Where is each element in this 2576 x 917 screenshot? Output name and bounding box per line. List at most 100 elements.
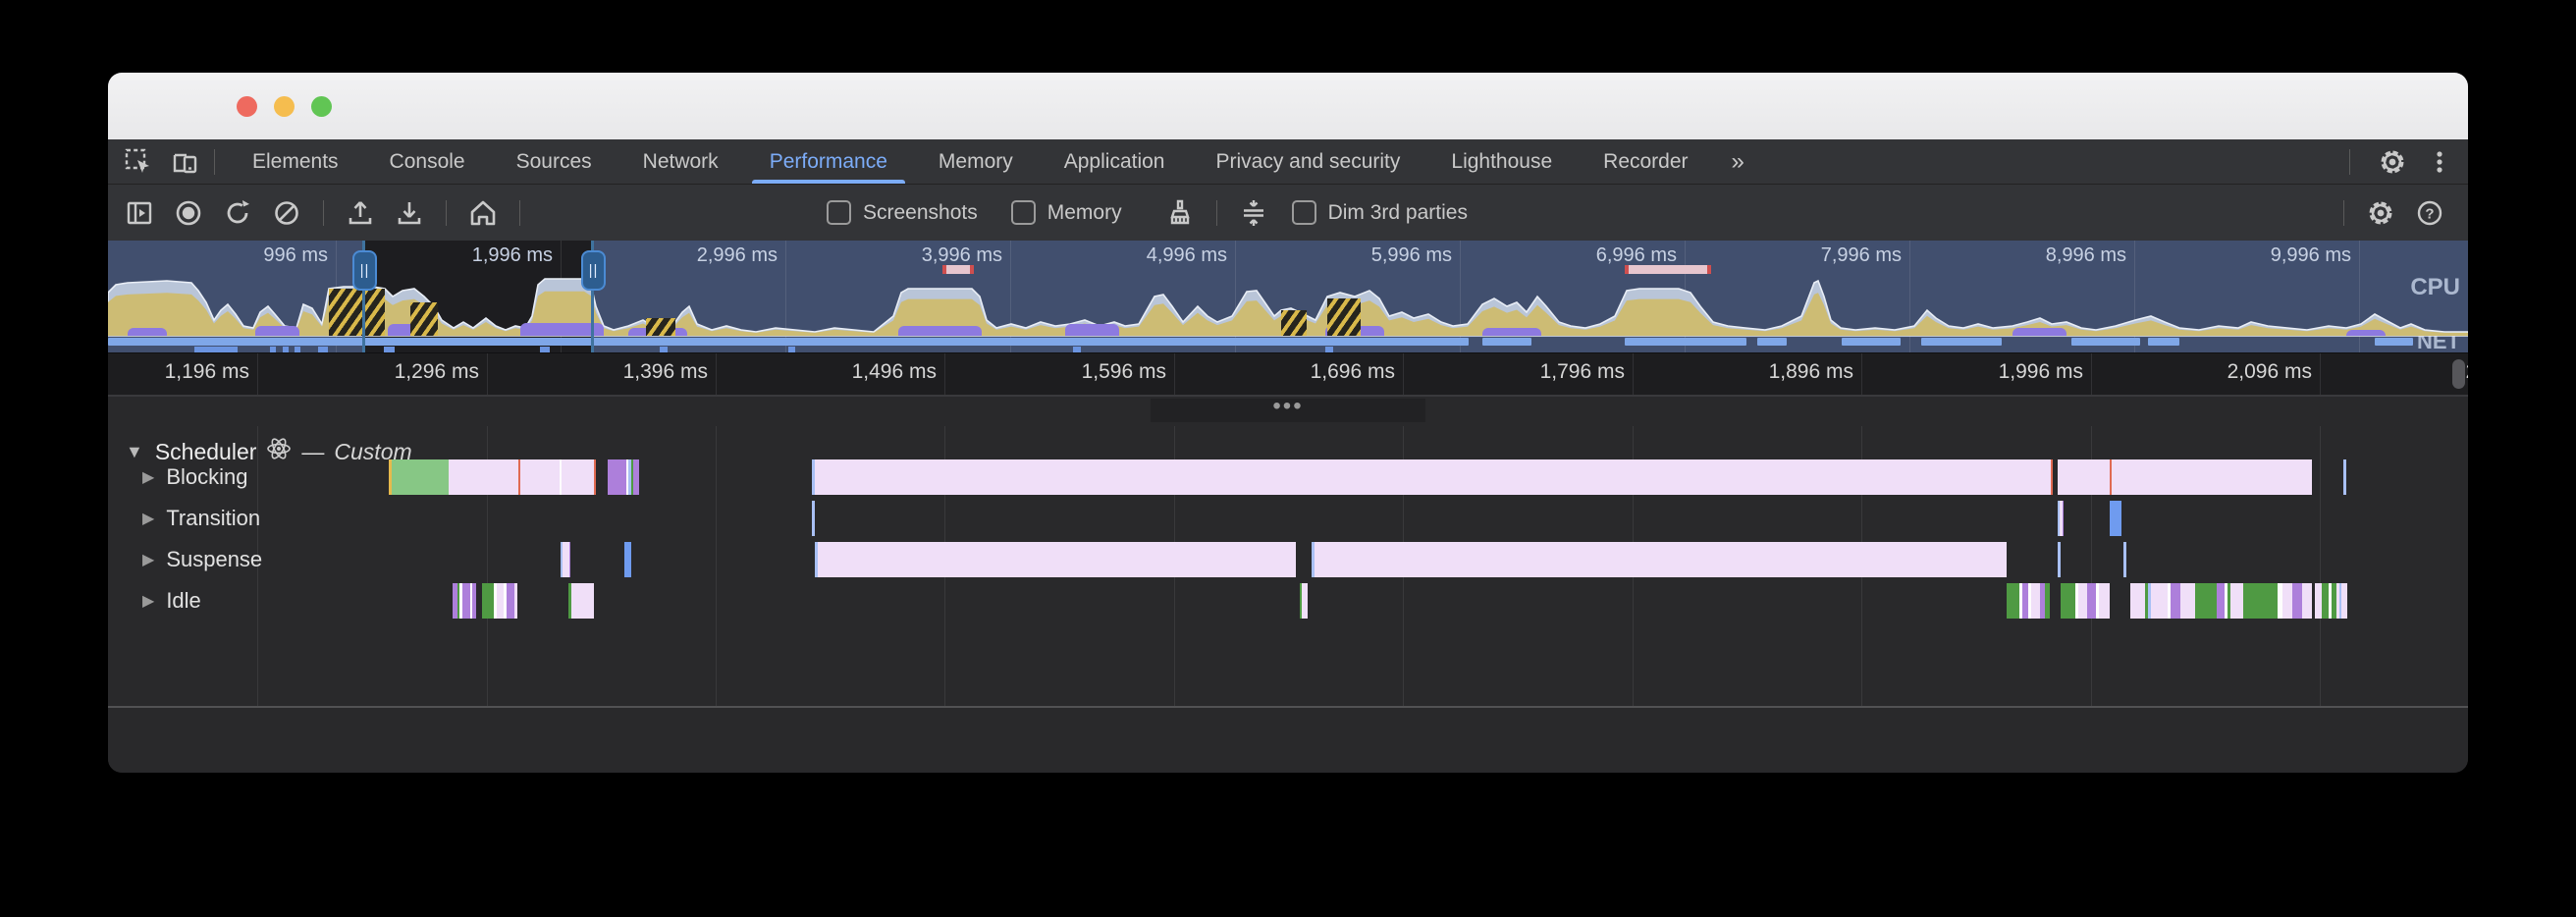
timeline-event[interactable] <box>462 583 470 619</box>
timeline-event[interactable] <box>507 583 514 619</box>
timeline-event[interactable] <box>2336 583 2339 619</box>
track-lane-suspense[interactable]: ▶ Suspense <box>108 542 2468 577</box>
timeline-overview[interactable]: CPU NET 996 ms 1,996 ms 2,996 ms 3,996 ms 4,… <box>108 241 2468 352</box>
tab-lighthouse[interactable]: Lighthouse <box>1451 149 1553 173</box>
timeline-event[interactable] <box>504 583 507 619</box>
timeline-event[interactable] <box>472 583 476 619</box>
tab-elements[interactable]: Elements <box>252 149 339 173</box>
timeline-event[interactable] <box>812 501 815 536</box>
timeline-event[interactable] <box>2145 583 2148 619</box>
help-icon[interactable]: ? <box>2408 191 2451 235</box>
tab-sources[interactable]: Sources <box>515 149 592 173</box>
timeline-event[interactable] <box>520 459 560 495</box>
timeline-event[interactable] <box>2195 583 2217 619</box>
timeline-event[interactable] <box>482 583 494 619</box>
tab-performance[interactable]: Performance <box>744 139 913 184</box>
timeline-event[interactable] <box>2110 459 2112 495</box>
dim-3rd-parties-checkbox[interactable] <box>1291 200 1316 225</box>
device-toolbar-icon[interactable] <box>169 145 202 179</box>
clear-icon[interactable] <box>265 191 308 235</box>
timeline-event[interactable] <box>594 459 596 495</box>
timeline-event[interactable] <box>453 583 457 619</box>
timeline-event[interactable] <box>2151 583 2168 619</box>
lane-label-suspense[interactable]: ▶ Suspense <box>142 547 262 572</box>
timeline-event[interactable] <box>2282 583 2292 619</box>
lane-label-blocking[interactable]: ▶ Blocking <box>142 464 247 490</box>
customize-menu-icon[interactable] <box>2423 145 2456 179</box>
expand-triangle-icon[interactable]: ▶ <box>142 593 155 610</box>
timeline-event[interactable] <box>2061 583 2075 619</box>
timeline-event[interactable] <box>2243 583 2278 619</box>
selection-handle-right[interactable]: || <box>581 250 606 291</box>
timeline-event[interactable] <box>2058 542 2061 577</box>
timeline-event[interactable] <box>2225 583 2227 619</box>
timeline-event[interactable] <box>2322 583 2329 619</box>
collapse-icon[interactable] <box>1232 191 1275 235</box>
scrollbar-thumb[interactable] <box>2452 359 2465 389</box>
more-tabs-button[interactable]: » <box>1731 147 1744 175</box>
timeline-event[interactable] <box>449 459 518 495</box>
collapse-triangle-icon[interactable]: ▼ <box>126 441 143 461</box>
timeline-event[interactable] <box>518 459 520 495</box>
timeline-event[interactable] <box>2168 583 2171 619</box>
timeline-event[interactable] <box>2329 583 2332 619</box>
timeline-event[interactable] <box>2332 583 2336 619</box>
timeline-event[interactable] <box>568 583 571 619</box>
home-icon[interactable] <box>461 191 505 235</box>
timeline-event[interactable] <box>494 583 497 619</box>
track-group-header-scheduler[interactable]: ▼ Scheduler — Custom <box>126 436 412 467</box>
timeline-event[interactable] <box>1312 542 1315 577</box>
timeline-event[interactable] <box>815 459 2051 495</box>
panel-resizer[interactable]: ••• <box>108 393 2468 426</box>
track-area[interactable]: ▼ Scheduler — Custom ▶ Blocking ▶ Transitio… <box>108 426 2468 706</box>
tab-network[interactable]: Network <box>642 149 719 173</box>
track-lane-transition[interactable]: ▶ Transition <box>108 501 2468 536</box>
timeline-event[interactable] <box>624 542 631 577</box>
tab-privacy-and-security[interactable]: Privacy and security <box>1215 149 1401 173</box>
timeline-event[interactable] <box>2022 583 2028 619</box>
timeline-event[interactable] <box>561 542 570 577</box>
timeline-event[interactable] <box>818 542 1296 577</box>
timeline-event[interactable] <box>2180 583 2195 619</box>
timeline-event[interactable] <box>2171 583 2180 619</box>
timeline-event[interactable] <box>2099 583 2110 619</box>
track-lane-blocking[interactable]: ▶ Blocking <box>108 459 2468 495</box>
timeline-event[interactable] <box>2019 583 2022 619</box>
timeline-event[interactable] <box>815 542 818 577</box>
timeline-event[interactable] <box>562 459 594 495</box>
timeline-event[interactable] <box>2058 501 2064 536</box>
timeline-event[interactable] <box>2123 542 2126 577</box>
timeline-event[interactable] <box>2302 583 2312 619</box>
expand-triangle-icon[interactable]: ▶ <box>142 511 155 527</box>
time-ruler[interactable]: 1,196 ms 1,296 ms 1,396 ms 1,496 ms 1,596 ms… <box>108 352 2468 395</box>
tab-application[interactable]: Application <box>1063 149 1165 173</box>
timeline-event[interactable] <box>2339 583 2341 619</box>
timeline-event[interactable] <box>1315 542 2007 577</box>
timeline-event[interactable] <box>2130 583 2145 619</box>
timeline-event[interactable] <box>389 459 392 495</box>
timeline-event[interactable] <box>1302 583 1308 619</box>
timeline-event[interactable] <box>459 583 462 619</box>
timeline-event[interactable] <box>2007 583 2019 619</box>
timeline-event[interactable] <box>497 583 504 619</box>
timeline-event[interactable] <box>2028 583 2031 619</box>
inspect-icon[interactable] <box>122 145 155 179</box>
timeline-event[interactable] <box>560 459 562 495</box>
tab-recorder[interactable]: Recorder <box>1603 149 1689 173</box>
expand-triangle-icon[interactable]: ▶ <box>142 552 155 568</box>
screenshots-checkbox[interactable] <box>827 200 851 225</box>
upload-profile-icon[interactable] <box>339 191 382 235</box>
record-icon[interactable] <box>167 191 210 235</box>
selection-handle-left[interactable]: || <box>352 250 377 291</box>
timeline-event[interactable] <box>626 459 628 495</box>
timeline-event[interactable] <box>2148 583 2151 619</box>
dim-3rd-parties-checkbox-group[interactable]: Dim 3rd parties <box>1291 200 1468 225</box>
timeline-event[interactable] <box>608 459 626 495</box>
timeline-event[interactable] <box>2096 583 2099 619</box>
memory-checkbox-group[interactable]: Memory <box>1010 200 1122 225</box>
expand-triangle-icon[interactable]: ▶ <box>142 469 155 486</box>
dock-side-icon[interactable] <box>118 191 161 235</box>
lane-label-idle[interactable]: ▶ Idle <box>142 588 201 614</box>
minimize-window-button[interactable] <box>274 96 295 117</box>
timeline-event[interactable] <box>514 583 517 619</box>
